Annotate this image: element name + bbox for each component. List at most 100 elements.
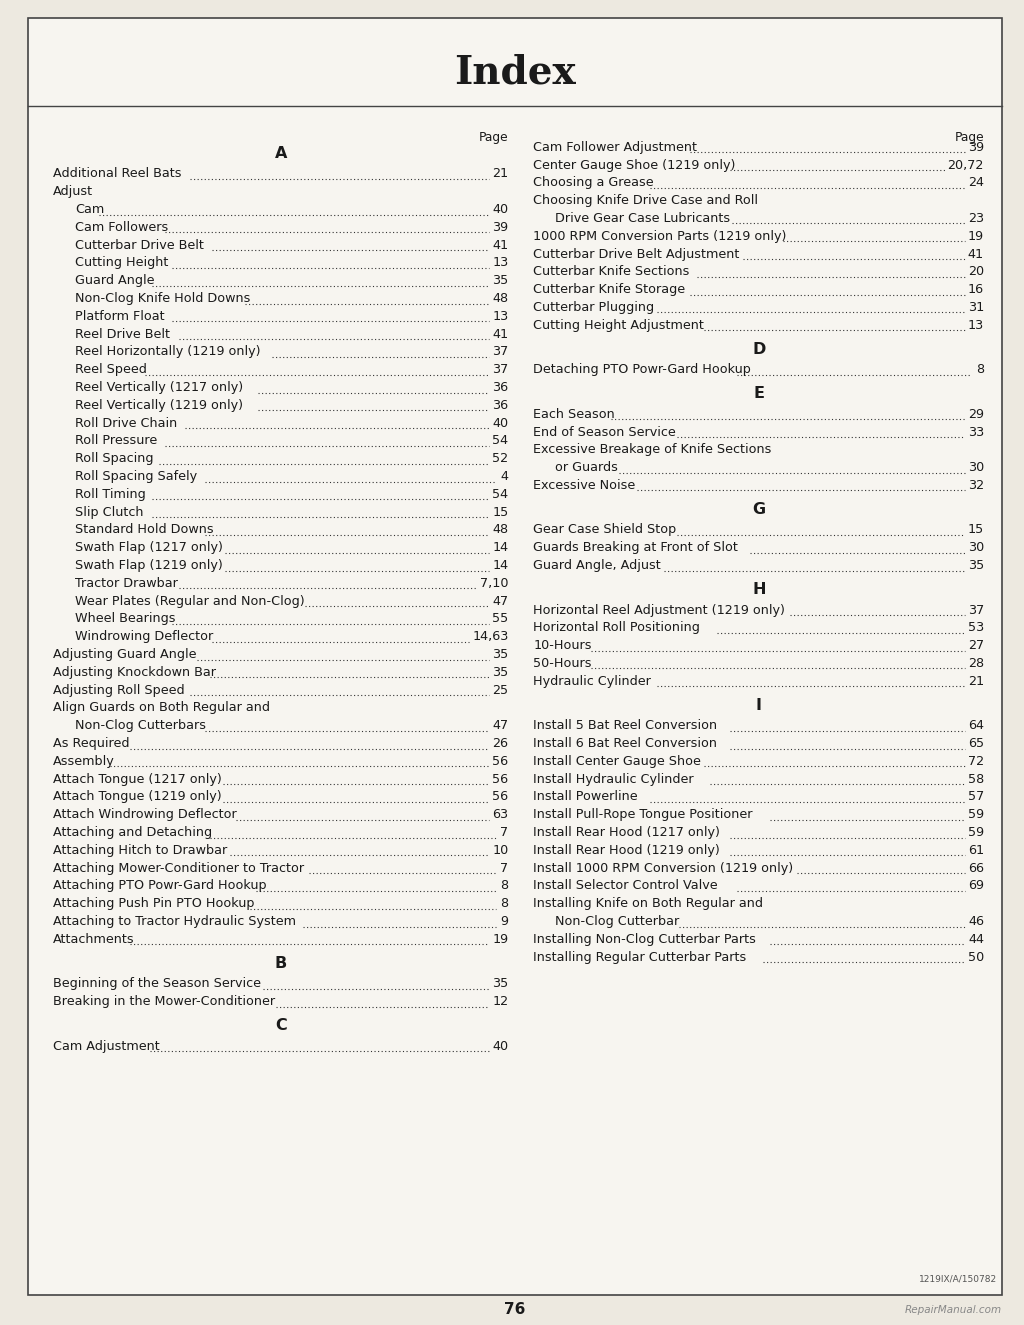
Text: Adjusting Knockdown Bar: Adjusting Knockdown Bar — [53, 666, 216, 678]
Text: 64: 64 — [968, 719, 984, 733]
Text: 48: 48 — [493, 523, 509, 537]
Text: 53: 53 — [968, 621, 984, 635]
Text: Reel Vertically (1219 only): Reel Vertically (1219 only) — [75, 399, 243, 412]
Text: 63: 63 — [493, 808, 509, 822]
Text: 54: 54 — [493, 488, 509, 501]
Text: Horizontal Roll Positioning: Horizontal Roll Positioning — [534, 621, 700, 635]
Text: 10: 10 — [493, 844, 509, 857]
Text: I: I — [756, 697, 762, 713]
Text: Additional Reel Bats: Additional Reel Bats — [53, 167, 181, 180]
Text: 32: 32 — [968, 478, 984, 492]
Text: 40: 40 — [493, 1040, 509, 1052]
Text: Adjusting Roll Speed: Adjusting Roll Speed — [53, 684, 184, 697]
Text: Attaching Hitch to Drawbar: Attaching Hitch to Drawbar — [53, 844, 227, 857]
Text: Hydraulic Cylinder: Hydraulic Cylinder — [534, 674, 651, 688]
Text: Attachments: Attachments — [53, 933, 134, 946]
Text: Page: Page — [479, 131, 509, 144]
Text: Attach Windrowing Deflector: Attach Windrowing Deflector — [53, 808, 237, 822]
Text: 19: 19 — [968, 229, 984, 242]
Text: Slip Clutch: Slip Clutch — [75, 506, 143, 518]
Text: 30: 30 — [968, 541, 984, 554]
Text: Cam Follower Adjustment: Cam Follower Adjustment — [534, 140, 697, 154]
Text: Install Rear Hood (1217 only): Install Rear Hood (1217 only) — [534, 825, 720, 839]
Text: 14,63: 14,63 — [472, 631, 509, 643]
Text: As Required: As Required — [53, 737, 129, 750]
Text: Install Center Gauge Shoe: Install Center Gauge Shoe — [534, 755, 701, 768]
Text: Installing Non-Clog Cutterbar Parts: Installing Non-Clog Cutterbar Parts — [534, 933, 757, 946]
Text: Choosing Knife Drive Case and Roll: Choosing Knife Drive Case and Roll — [534, 195, 759, 207]
Text: 15: 15 — [968, 523, 984, 537]
Text: Install 5 Bat Reel Conversion: Install 5 Bat Reel Conversion — [534, 719, 718, 733]
Text: 14: 14 — [493, 559, 509, 572]
Text: 76: 76 — [504, 1302, 525, 1317]
Text: 24: 24 — [968, 176, 984, 189]
Text: 26: 26 — [493, 737, 509, 750]
Text: 1219IX/A/150782: 1219IX/A/150782 — [919, 1275, 997, 1283]
Text: Page: Page — [954, 131, 984, 144]
Text: Gear Case Shield Stop: Gear Case Shield Stop — [534, 523, 677, 537]
Text: 41: 41 — [968, 248, 984, 261]
Text: 56: 56 — [493, 791, 509, 803]
Text: Wheel Bearings: Wheel Bearings — [75, 612, 175, 625]
Text: 10-Hours: 10-Hours — [534, 639, 592, 652]
Text: Installing Knife on Both Regular and: Installing Knife on Both Regular and — [534, 897, 764, 910]
Text: Each Season: Each Season — [534, 408, 615, 421]
Text: 47: 47 — [493, 595, 509, 608]
Text: Cutterbar Drive Belt Adjustment: Cutterbar Drive Belt Adjustment — [534, 248, 740, 261]
Text: Attach Tongue (1217 only): Attach Tongue (1217 only) — [53, 772, 222, 786]
Text: 61: 61 — [968, 844, 984, 857]
Text: Breaking in the Mower-Conditioner: Breaking in the Mower-Conditioner — [53, 995, 275, 1008]
Text: 20: 20 — [968, 265, 984, 278]
Text: Wear Plates (Regular and Non-Clog): Wear Plates (Regular and Non-Clog) — [75, 595, 304, 608]
Text: Guard Angle, Adjust: Guard Angle, Adjust — [534, 559, 662, 572]
Text: Standard Hold Downs: Standard Hold Downs — [75, 523, 214, 537]
Text: Cam Followers: Cam Followers — [75, 221, 168, 235]
Text: 37: 37 — [493, 363, 509, 376]
Text: E: E — [754, 386, 764, 401]
Text: Install 6 Bat Reel Conversion: Install 6 Bat Reel Conversion — [534, 737, 718, 750]
Text: Roll Spacing: Roll Spacing — [75, 452, 154, 465]
Text: Cutterbar Drive Belt: Cutterbar Drive Belt — [75, 238, 204, 252]
Text: Attaching Push Pin PTO Hookup: Attaching Push Pin PTO Hookup — [53, 897, 255, 910]
Text: Install Rear Hood (1219 only): Install Rear Hood (1219 only) — [534, 844, 720, 857]
Text: Cutterbar Knife Sections: Cutterbar Knife Sections — [534, 265, 690, 278]
Text: Non-Clog Cutterbars: Non-Clog Cutterbars — [75, 719, 206, 733]
Text: 39: 39 — [493, 221, 509, 235]
Text: 30: 30 — [968, 461, 984, 474]
Text: Cutterbar Knife Storage: Cutterbar Knife Storage — [534, 284, 686, 297]
Text: 21: 21 — [968, 674, 984, 688]
Text: Roll Pressure: Roll Pressure — [75, 435, 158, 448]
Text: 40: 40 — [493, 203, 509, 216]
Text: A: A — [274, 146, 287, 160]
Text: Tractor Drawbar: Tractor Drawbar — [75, 576, 178, 590]
Text: D: D — [752, 342, 765, 356]
Text: 27: 27 — [968, 639, 984, 652]
Text: 31: 31 — [968, 301, 984, 314]
Text: 44: 44 — [968, 933, 984, 946]
Text: 66: 66 — [968, 861, 984, 874]
Text: 14: 14 — [493, 542, 509, 554]
Text: 7: 7 — [501, 861, 509, 874]
Text: 35: 35 — [493, 648, 509, 661]
Text: Reel Speed: Reel Speed — [75, 363, 146, 376]
Text: 33: 33 — [968, 425, 984, 439]
Text: 58: 58 — [968, 772, 984, 786]
Text: 21: 21 — [493, 167, 509, 180]
Text: Cutting Height: Cutting Height — [75, 257, 168, 269]
Text: 7: 7 — [501, 825, 509, 839]
Text: Cam Adjustment: Cam Adjustment — [53, 1040, 160, 1052]
Text: 28: 28 — [968, 657, 984, 670]
Text: Guard Angle: Guard Angle — [75, 274, 155, 288]
Text: 25: 25 — [493, 684, 509, 697]
Text: 8: 8 — [976, 363, 984, 376]
Text: Reel Horizontally (1219 only): Reel Horizontally (1219 only) — [75, 346, 260, 359]
Text: 35: 35 — [493, 978, 509, 990]
Text: 59: 59 — [968, 825, 984, 839]
Text: 50: 50 — [968, 950, 984, 963]
Text: Install 1000 RPM Conversion (1219 only): Install 1000 RPM Conversion (1219 only) — [534, 861, 794, 874]
Text: Non-Clog Cutterbar: Non-Clog Cutterbar — [555, 916, 680, 928]
Text: 7,10: 7,10 — [480, 576, 509, 590]
Text: Install Pull-Rope Tongue Positioner: Install Pull-Rope Tongue Positioner — [534, 808, 753, 822]
Text: 9: 9 — [501, 916, 509, 928]
Text: 72: 72 — [968, 755, 984, 768]
